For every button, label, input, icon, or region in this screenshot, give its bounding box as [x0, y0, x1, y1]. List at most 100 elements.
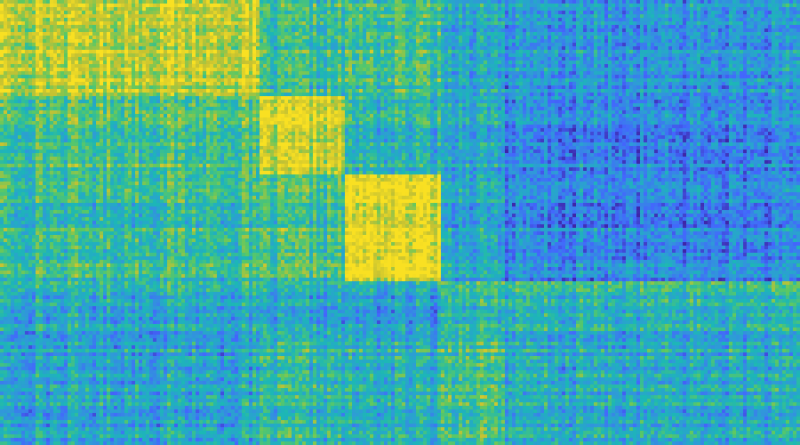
- heatmap-cell: [380, 68, 384, 72]
- heatmap-cell: [228, 7, 232, 11]
- heatmap-cell: [725, 64, 729, 68]
- heatmap-cell: [7, 14, 11, 18]
- heatmap-cell: [708, 57, 712, 61]
- heatmap-cell: [572, 28, 576, 32]
- heatmap-cell: [53, 25, 57, 29]
- heatmap-cell: [75, 64, 79, 68]
- heatmap-cell: [309, 53, 313, 57]
- heatmap-cell: [587, 7, 591, 11]
- heatmap-cell: [480, 64, 484, 68]
- heatmap-cell: [551, 0, 555, 4]
- heatmap-cell: [526, 68, 530, 72]
- heatmap-cell: [420, 18, 424, 22]
- heatmap-cell: [668, 43, 672, 47]
- heatmap-cell: [281, 39, 285, 43]
- heatmap-cell: [203, 21, 207, 25]
- heatmap-cell: [377, 14, 381, 18]
- heatmap-cell: [722, 0, 726, 4]
- heatmap-cell: [82, 78, 86, 82]
- heatmap-cell: [352, 21, 356, 25]
- heatmap-cell: [252, 21, 256, 25]
- heatmap-cell: [644, 75, 648, 79]
- heatmap-cell: [302, 21, 306, 25]
- heatmap-cell: [149, 36, 153, 40]
- heatmap-cell: [768, 57, 772, 61]
- heatmap-cell: [39, 46, 43, 50]
- heatmap-cell: [178, 43, 182, 47]
- heatmap-cell: [782, 43, 786, 47]
- heatmap-cell: [210, 0, 214, 4]
- heatmap-cell: [480, 46, 484, 50]
- heatmap-cell: [427, 21, 431, 25]
- heatmap-cell: [640, 43, 644, 47]
- heatmap-cell: [309, 0, 313, 4]
- heatmap-cell: [284, 50, 288, 54]
- heatmap-cell: [395, 4, 399, 8]
- heatmap-cell: [345, 32, 349, 36]
- heatmap-cell: [238, 64, 242, 68]
- heatmap-cell: [562, 28, 566, 32]
- heatmap-cell: [491, 21, 495, 25]
- heatmap-cell: [437, 39, 441, 43]
- heatmap-cell: [416, 18, 420, 22]
- heatmap-cell: [764, 4, 768, 8]
- heatmap-cell: [544, 28, 548, 32]
- heatmap-cell: [309, 57, 313, 61]
- heatmap-cell: [160, 7, 164, 11]
- heatmap-cell: [306, 39, 310, 43]
- heatmap-cell: [302, 50, 306, 54]
- heatmap-cell: [754, 28, 758, 32]
- heatmap-cell: [185, 53, 189, 57]
- heatmap-cell: [487, 25, 491, 29]
- heatmap-cell: [444, 4, 448, 8]
- heatmap-cell: [711, 21, 715, 25]
- heatmap-cell: [178, 14, 182, 18]
- heatmap-cell: [757, 50, 761, 54]
- heatmap-cell: [690, 21, 694, 25]
- heatmap-cell: [519, 61, 523, 65]
- heatmap-cell: [665, 36, 669, 40]
- heatmap-cell: [622, 57, 626, 61]
- heatmap-cell: [178, 25, 182, 29]
- heatmap-cell: [36, 43, 40, 47]
- heatmap-cell: [633, 64, 637, 68]
- heatmap-cell: [277, 75, 281, 79]
- heatmap-cell: [171, 71, 175, 75]
- heatmap-cell: [427, 14, 431, 18]
- heatmap-cell: [295, 11, 299, 15]
- heatmap-cell: [498, 43, 502, 47]
- heatmap-cell: [331, 14, 335, 18]
- heatmap-cell: [402, 18, 406, 22]
- heatmap-cell: [768, 14, 772, 18]
- heatmap-cell: [420, 61, 424, 65]
- heatmap-cell: [740, 64, 744, 68]
- heatmap-cell: [722, 46, 726, 50]
- heatmap-cell: [537, 50, 541, 54]
- heatmap-cell: [14, 75, 18, 79]
- heatmap-cell: [594, 61, 598, 65]
- heatmap-cell: [384, 68, 388, 72]
- heatmap-cell: [71, 18, 75, 22]
- heatmap-cell: [754, 7, 758, 11]
- heatmap-cell: [331, 11, 335, 15]
- heatmap-cell: [676, 50, 680, 54]
- heatmap-cell: [476, 57, 480, 61]
- heatmap-cell: [533, 43, 537, 47]
- heatmap-cell: [597, 39, 601, 43]
- heatmap-cell: [174, 46, 178, 50]
- heatmap-cell: [548, 11, 552, 15]
- heatmap-cell: [601, 0, 605, 4]
- heatmap-cell: [700, 4, 704, 8]
- heatmap-cell: [210, 11, 214, 15]
- heatmap-cell: [391, 7, 395, 11]
- heatmap-cell: [576, 11, 580, 15]
- heatmap-cell: [444, 53, 448, 57]
- heatmap-cell: [565, 25, 569, 29]
- heatmap-cell: [324, 11, 328, 15]
- heatmap-cell: [768, 50, 772, 54]
- heatmap-cell: [672, 25, 676, 29]
- heatmap-cell: [356, 0, 360, 4]
- heatmap-cell: [352, 28, 356, 32]
- heatmap-cell: [732, 53, 736, 57]
- heatmap-cell: [139, 50, 143, 54]
